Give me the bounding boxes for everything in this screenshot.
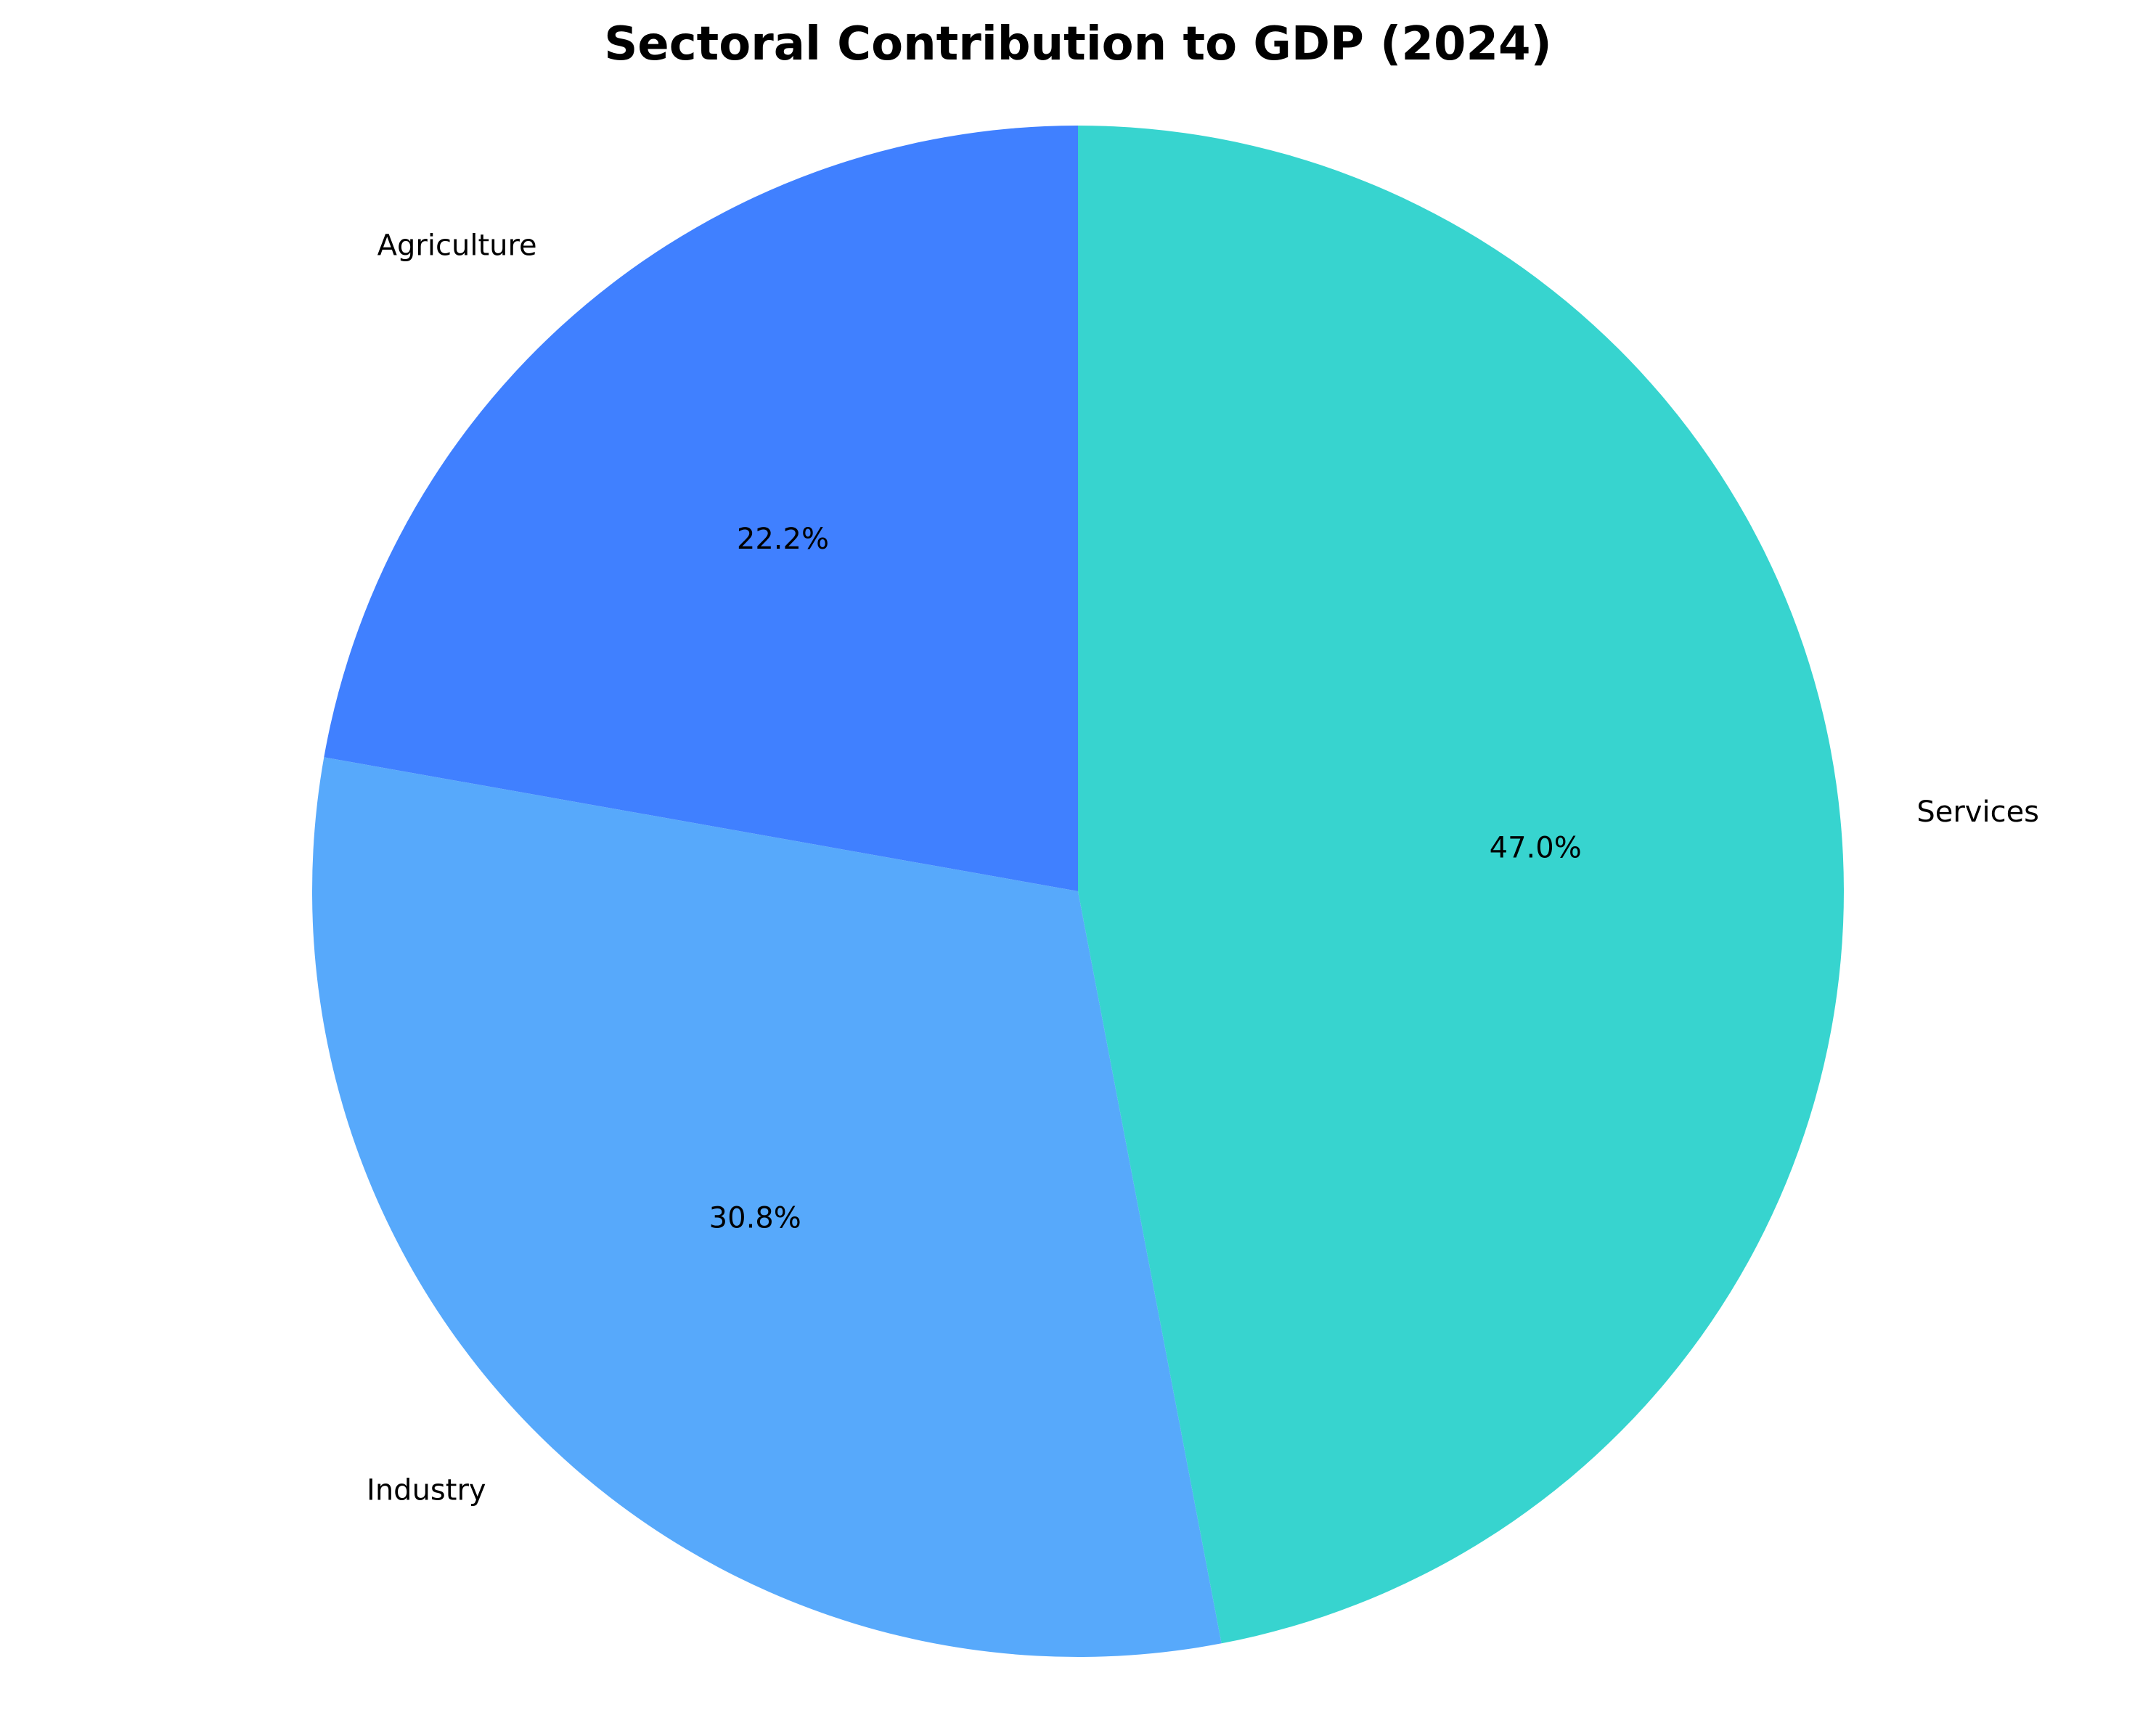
pie-labels: Agriculture 22.2% Industry 30.8% Services 47.… <box>367 229 2039 1507</box>
pie-slices <box>311 126 1844 1657</box>
slice-label-services: Services <box>1916 795 2039 829</box>
slice-percent-industry: 30.8% <box>709 1201 801 1235</box>
pie-slice-industry[interactable] <box>311 757 1222 1657</box>
slice-label-agriculture: Agriculture <box>377 229 537 262</box>
slice-percent-services: 47.0% <box>1490 831 1582 864</box>
pie-slice-services[interactable] <box>1078 126 1844 1644</box>
slice-percent-agriculture: 22.2% <box>737 523 829 556</box>
chart-title: Sectoral Contribution to GDP (2024) <box>604 17 1552 71</box>
pie-slice-agriculture[interactable] <box>324 126 1078 891</box>
slice-label-industry: Industry <box>367 1474 486 1507</box>
